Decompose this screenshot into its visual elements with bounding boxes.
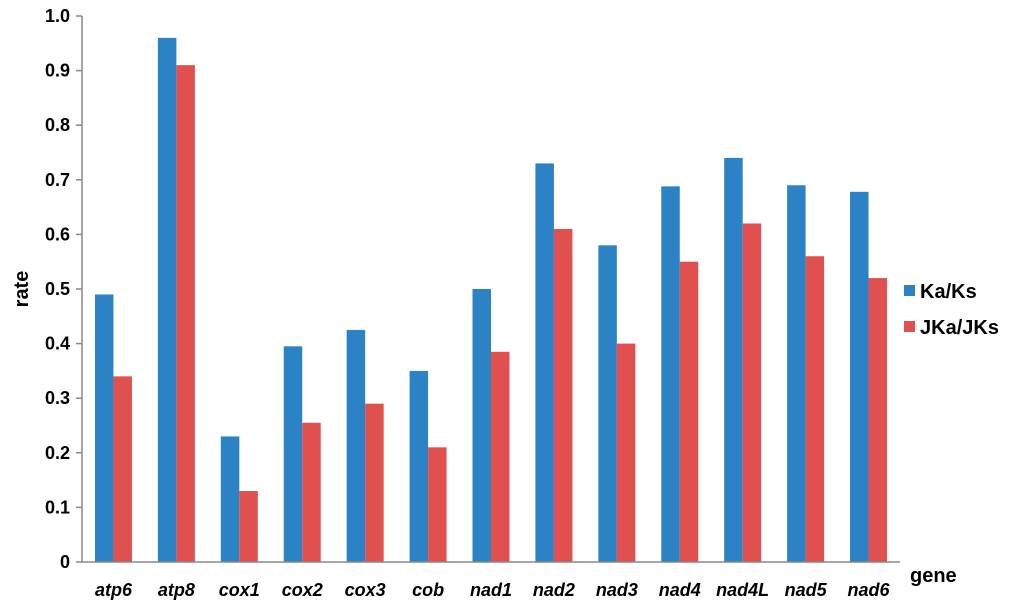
bar-nad3-jka-jks — [616, 343, 636, 562]
x-tick-label: nad5 — [785, 580, 828, 600]
bar-nad6-ka-ks — [850, 191, 869, 562]
x-tick-label: cob — [412, 580, 444, 600]
legend-swatch — [904, 285, 915, 296]
y-tick-label: 0.8 — [45, 115, 70, 135]
y-axis-title: rate — [11, 271, 33, 308]
x-tick-label: nad6 — [848, 580, 891, 600]
x-tick-label: nad2 — [533, 580, 575, 600]
bar-atp6-ka-ks — [94, 294, 114, 562]
bar-cox2-ka-ks — [283, 346, 303, 562]
bar-cob-ka-ks — [409, 370, 429, 562]
bar-nad2-ka-ks — [535, 163, 554, 563]
y-tick-label: 0.3 — [45, 388, 70, 408]
bar-nad1-ka-ks — [472, 289, 491, 562]
legend-label: Ka/Ks — [920, 281, 977, 303]
bars-layer — [94, 37, 888, 563]
bar-atp6-jka-jks — [113, 376, 132, 562]
bar-atp8-ka-ks — [157, 37, 177, 562]
y-tick-label: 0.2 — [45, 443, 70, 463]
bar-cob-jka-jks — [428, 447, 447, 562]
x-tick-label: cox2 — [282, 580, 323, 600]
bar-cox3-jka-jks — [365, 403, 384, 562]
x-tick-label: atp8 — [158, 580, 195, 600]
bar-cox2-jka-jks — [302, 422, 321, 562]
bar-cox3-ka-ks — [346, 329, 366, 562]
x-tick-label: nad1 — [470, 580, 512, 600]
bar-nad2-jka-jks — [553, 228, 573, 562]
y-tick-label: 0.4 — [45, 334, 70, 354]
x-tick-label: atp6 — [95, 580, 133, 600]
legend-label: JKa/JKs — [920, 317, 999, 339]
bar-cox1-jka-jks — [239, 491, 258, 562]
bar-nad4-jka-jks — [679, 261, 699, 562]
x-tick-label: cox3 — [345, 580, 386, 600]
bar-atp8-jka-jks — [176, 65, 195, 562]
y-tick-label: 0.9 — [45, 61, 70, 81]
bar-nad4L-ka-ks — [724, 157, 743, 562]
bar-nad5-jka-jks — [805, 256, 825, 562]
bar-nad3-ka-ks — [598, 245, 617, 562]
x-axis-title: gene — [910, 565, 957, 587]
y-tick-label: 0 — [60, 552, 70, 572]
x-tick-labels: atp6 atp8 cox1 cox2 cox3 cob nad1 nad2 nad3 nad4 n… — [95, 580, 891, 600]
bar-nad1-jka-jks — [491, 351, 510, 562]
x-tick-label: nad3 — [596, 580, 638, 600]
bar-nad4-ka-ks — [661, 186, 680, 563]
bar-nad4L-jka-jks — [742, 223, 762, 563]
legend-swatch — [904, 321, 915, 332]
x-tick-label: nad4 — [659, 580, 701, 600]
bar-nad6-jka-jks — [868, 278, 888, 562]
y-tick-label: 0.7 — [45, 170, 70, 190]
legend: Ka/Ks JKa/JKs — [904, 281, 999, 339]
bar-nad5-ka-ks — [787, 185, 806, 562]
y-ticks: 0 0.1 0.2 0.3 0.4 0.5 0.6 0.7 0.8 0.9 1.0 — [45, 6, 82, 572]
bar-cox1-ka-ks — [220, 436, 240, 562]
x-tick-label: nad4L — [716, 580, 769, 600]
x-tick-label: cox1 — [219, 580, 260, 600]
y-tick-label: 1.0 — [45, 6, 70, 26]
y-tick-label: 0.5 — [45, 279, 70, 299]
y-tick-label: 0.6 — [45, 224, 70, 244]
y-tick-label: 0.1 — [45, 497, 70, 517]
